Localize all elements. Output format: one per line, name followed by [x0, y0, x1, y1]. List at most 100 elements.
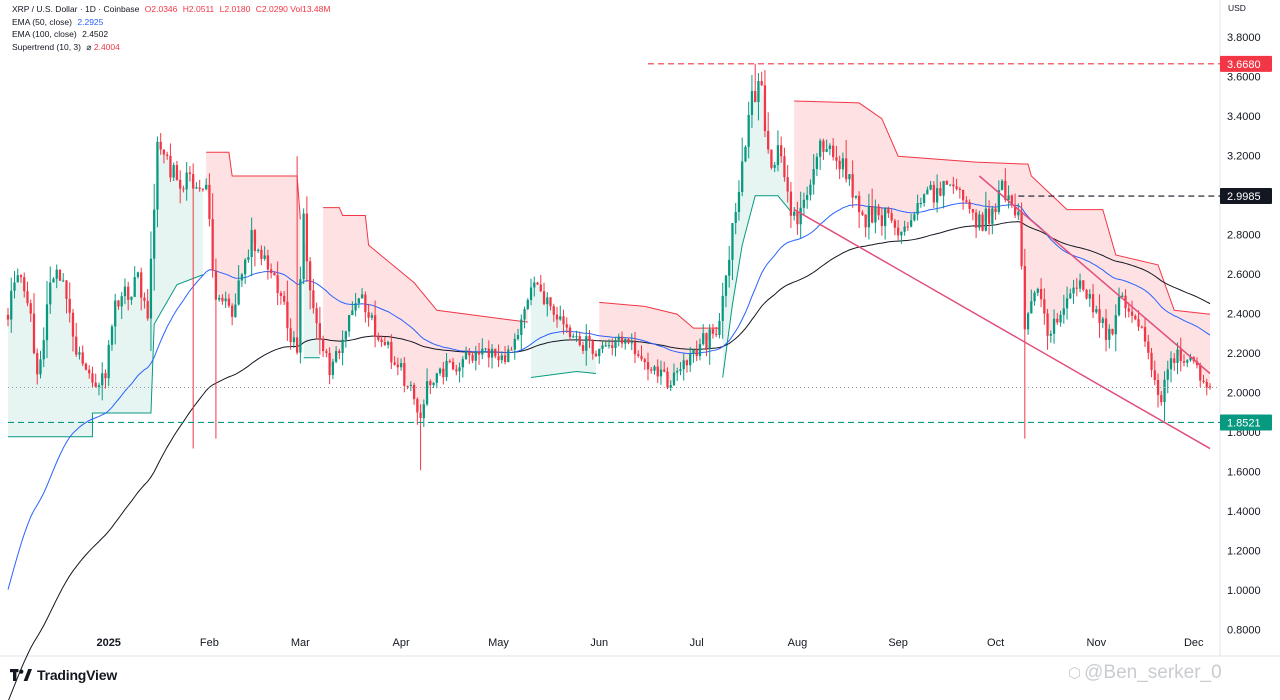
candle-body: [646, 362, 650, 370]
candle-body: [188, 172, 192, 175]
y-axis: 3.80003.60003.40003.20003.00002.80002.60…: [1220, 32, 1272, 636]
candle-body: [325, 351, 328, 354]
candle: [890, 209, 893, 224]
candle: [955, 178, 958, 191]
candle-body: [334, 351, 338, 362]
candle-body: [153, 209, 156, 259]
candle-body: [698, 344, 702, 357]
candle-body: [718, 320, 721, 335]
candle-body: [425, 381, 429, 405]
candle-body: [23, 277, 26, 292]
candle-body: [1160, 395, 1163, 403]
watermark-text: @Ben_serker_0: [1084, 662, 1222, 683]
candle: [961, 189, 965, 210]
candle: [780, 136, 783, 163]
candle-body: [273, 273, 276, 276]
candle: [484, 347, 487, 353]
candle: [994, 203, 997, 220]
candle: [520, 314, 523, 350]
candle: [328, 347, 331, 385]
candle-body: [1108, 328, 1111, 340]
x-tick-label: May: [488, 637, 509, 649]
candle-body: [1039, 288, 1043, 300]
candle: [919, 197, 923, 208]
candle: [110, 324, 114, 351]
candle: [1117, 287, 1121, 317]
candle-body: [130, 296, 133, 300]
candle-body: [793, 211, 796, 216]
candle-body: [403, 363, 406, 386]
legend-supertrend-row[interactable]: Supertrend (10, 3) ⌀ 2.4004: [12, 41, 330, 54]
candle: [659, 360, 663, 385]
candle: [981, 212, 984, 232]
candle-body: [58, 269, 62, 281]
candle: [760, 71, 763, 86]
candle: [445, 352, 448, 382]
candle: [763, 70, 767, 138]
y-tick-label: 1.0000: [1227, 585, 1261, 597]
candle-body: [136, 272, 140, 278]
price-tag-label: 2.9985: [1227, 191, 1261, 203]
candle: [435, 372, 438, 389]
candle-body: [305, 213, 309, 262]
candle-body: [770, 149, 773, 168]
candle-body: [819, 140, 822, 157]
candle: [71, 308, 75, 352]
supertrend-symbol: ⌀: [86, 41, 92, 52]
candle-body: [802, 199, 806, 208]
candle-body: [214, 270, 218, 300]
legend-symbol-row[interactable]: XRP / U.S. Dollar · 1D · Coinbase O2.034…: [12, 3, 330, 16]
x-tick-label: Nov: [1087, 637, 1107, 649]
price-lines: [8, 63, 1220, 424]
currency-label[interactable]: USD: [1228, 3, 1246, 13]
candle: [386, 340, 390, 349]
candle: [568, 324, 572, 341]
tradingview-brand[interactable]: TradingView: [10, 667, 117, 683]
supertrend-fill-7: [794, 100, 1210, 399]
legend-ema100-row[interactable]: EMA (100, close) 2.4502: [12, 28, 330, 41]
candle: [497, 344, 500, 368]
x-tick-label: Apr: [393, 637, 410, 649]
candle: [1160, 391, 1163, 406]
candle: [900, 231, 903, 244]
x-tick-label: Jun: [590, 637, 608, 649]
candle: [806, 186, 809, 209]
candle-body: [965, 200, 968, 203]
candle-body: [302, 213, 305, 280]
candle: [367, 303, 370, 327]
candle-body: [373, 315, 377, 338]
candle-body: [945, 181, 948, 185]
candle-body: [585, 336, 588, 351]
candle: [1169, 351, 1173, 383]
candle: [19, 274, 23, 283]
candle-body: [380, 339, 383, 343]
candle-body: [906, 226, 910, 228]
candle-body: [1101, 318, 1104, 323]
candle-body: [539, 284, 542, 292]
candle-body: [347, 315, 351, 332]
candle: [253, 228, 257, 267]
price-tag-bg: [1220, 414, 1272, 431]
candle: [136, 271, 140, 279]
candle: [1010, 194, 1013, 209]
candle-body: [364, 294, 367, 313]
candle-body: [192, 174, 195, 189]
candle: [52, 277, 55, 283]
candle-body: [516, 335, 520, 339]
candle: [412, 382, 416, 405]
candle-body: [1020, 211, 1023, 267]
x-tick-label: Dec: [1184, 637, 1204, 649]
candle: [146, 289, 149, 321]
candle: [1023, 248, 1026, 439]
candle: [1059, 310, 1062, 327]
candle-body: [640, 355, 643, 360]
candle: [347, 314, 351, 337]
symbol-title: XRP / U.S. Dollar · 1D · Coinbase: [12, 4, 140, 14]
legend-ema50-row[interactable]: EMA (50, close) 2.2925: [12, 16, 330, 29]
candle-body: [942, 181, 945, 196]
candle: [45, 281, 49, 359]
candle: [841, 152, 845, 178]
candle: [42, 327, 45, 368]
candle-body: [919, 202, 923, 204]
